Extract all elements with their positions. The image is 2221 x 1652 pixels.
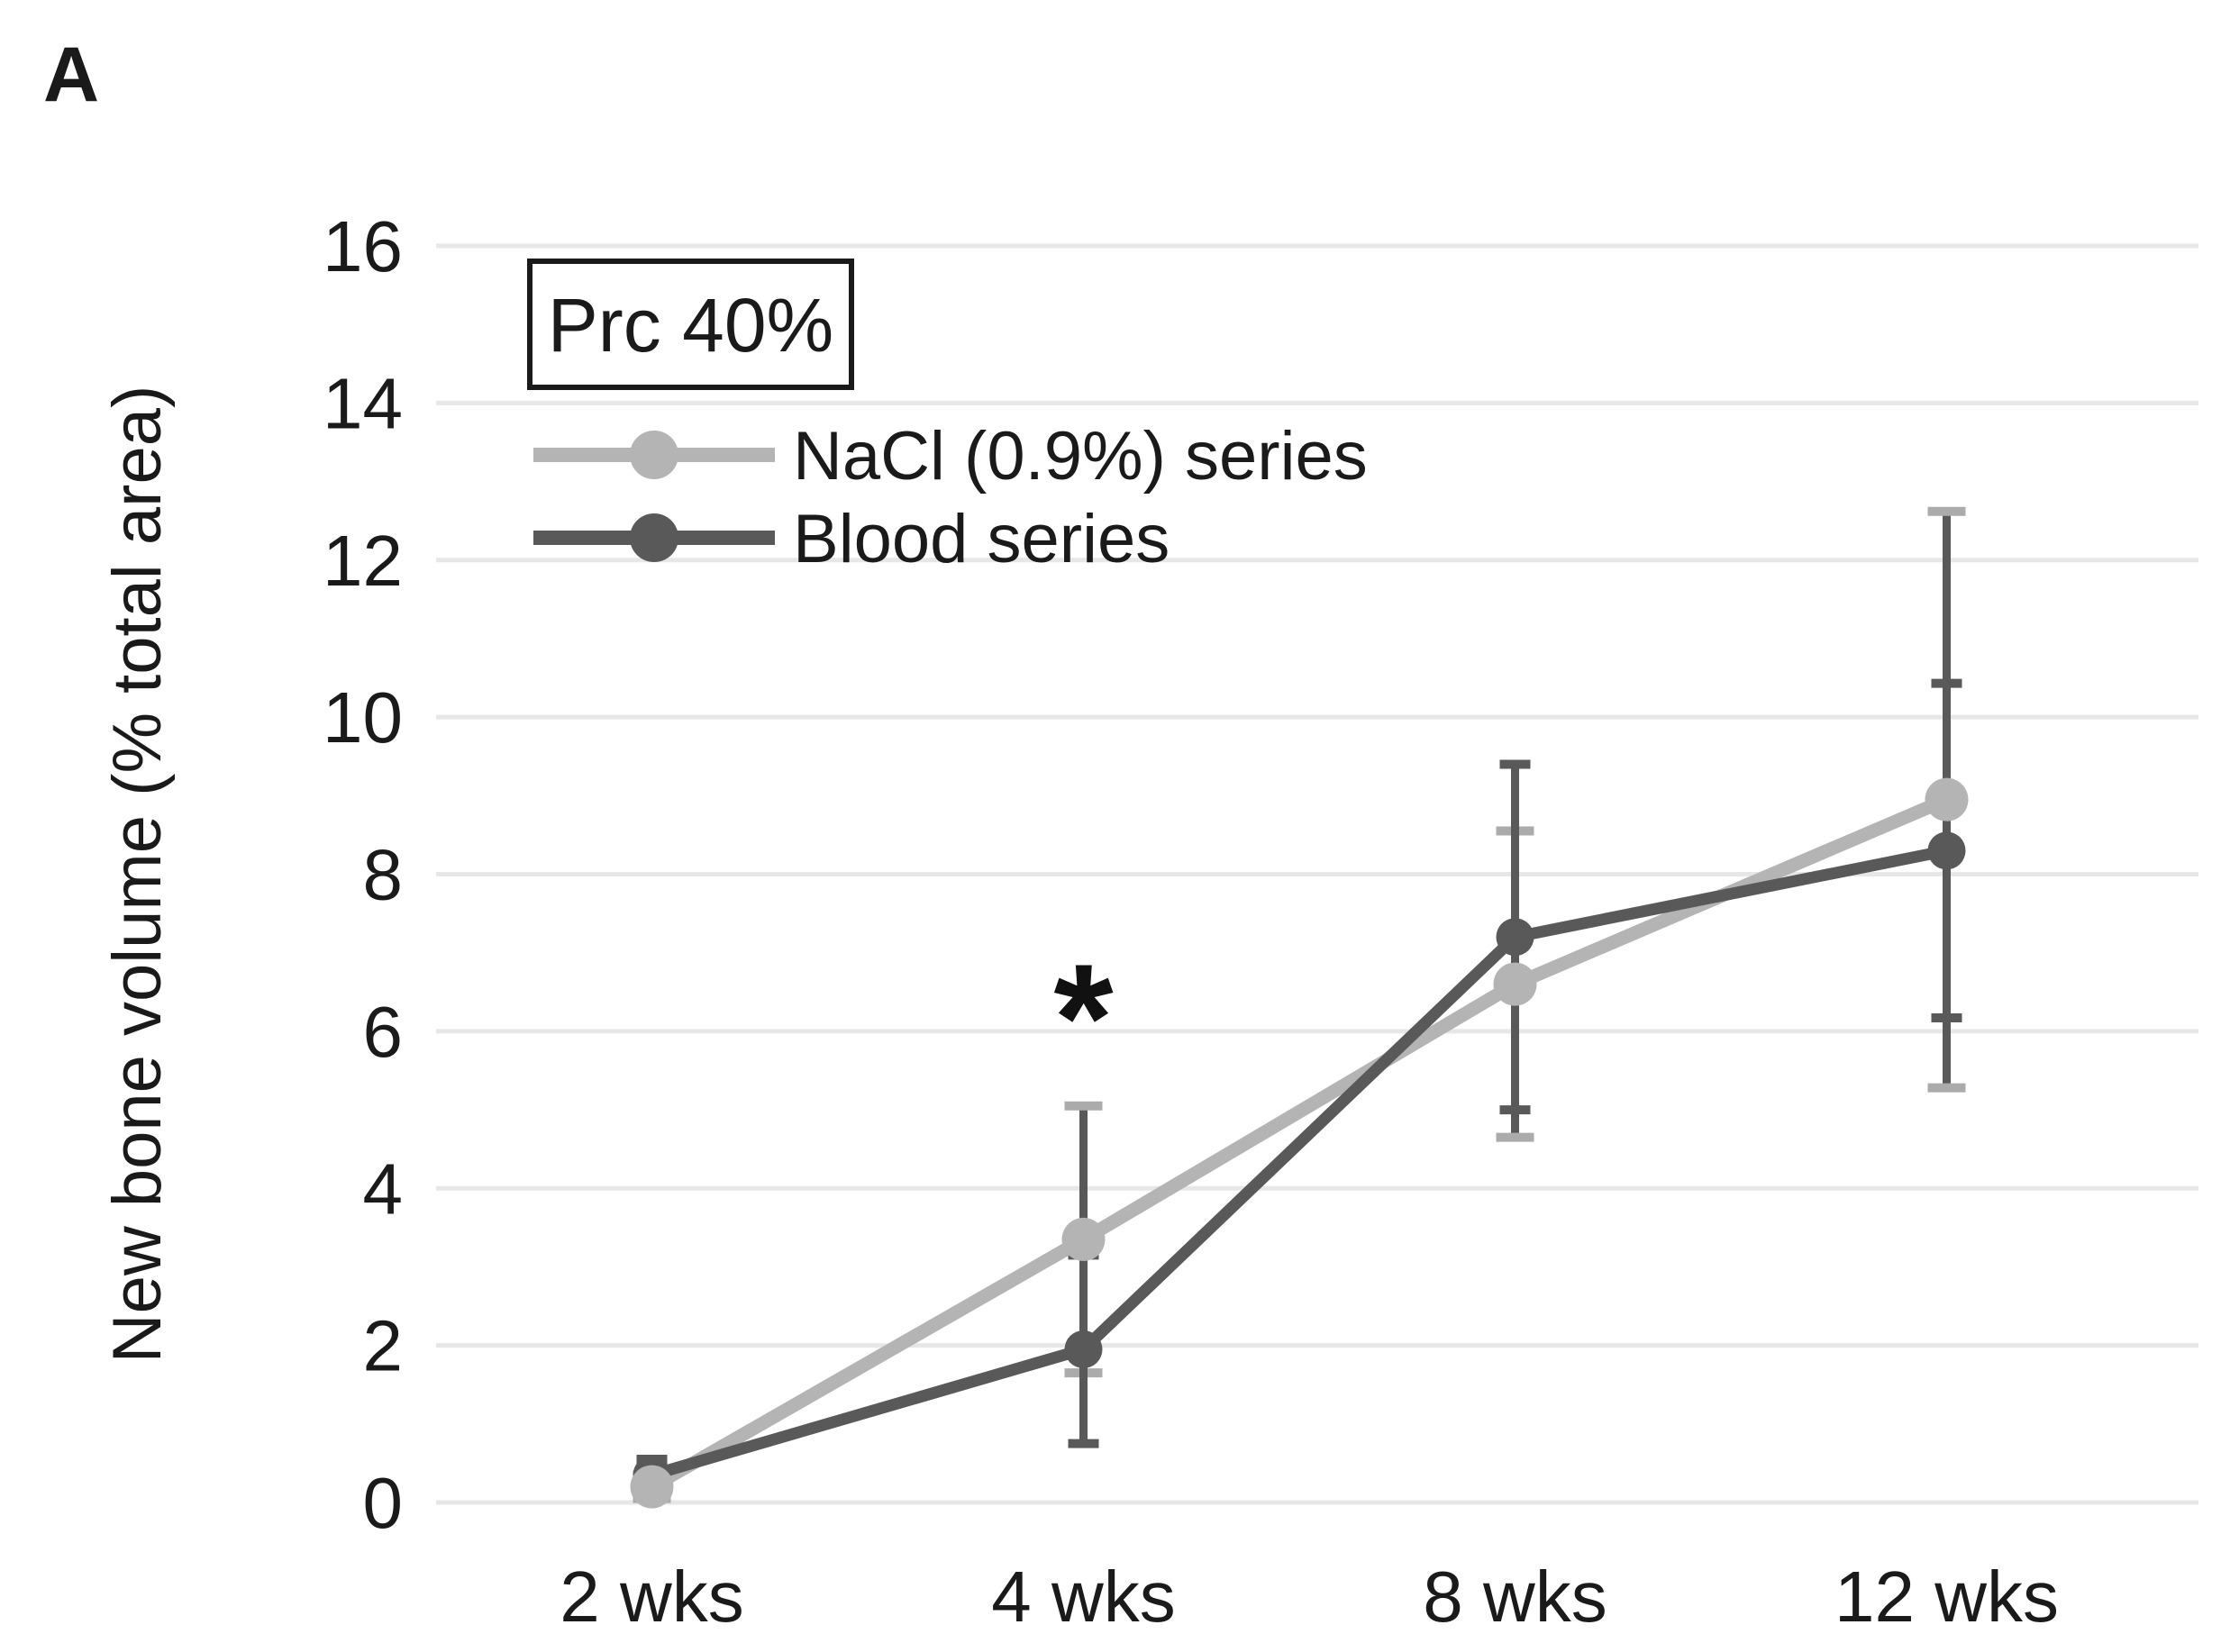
y-axis-title: New bone volume (% total area) (99, 386, 176, 1364)
y-tick-label: 4 (363, 1148, 404, 1229)
panel-label: A (43, 32, 100, 118)
y-tick-label: 12 (323, 521, 403, 601)
y-tick-label: 10 (323, 677, 403, 758)
y-tick-label: 16 (323, 206, 403, 286)
x-tick-label: 4 wks (991, 1557, 1176, 1637)
data-point-marker (1493, 962, 1537, 1006)
legend-label: NaCl (0.9%) series (793, 418, 1368, 495)
series-line (650, 844, 1948, 1481)
y-tick-label: 0 (363, 1463, 404, 1543)
y-tick-label: 2 (363, 1306, 404, 1386)
legend-label: Blood series (793, 501, 1170, 577)
y-tick-label: 6 (363, 992, 404, 1072)
significance-asterisk: * (1053, 932, 1113, 1103)
data-point-marker (1061, 1217, 1106, 1261)
legend-marker-swatch (630, 431, 678, 479)
x-tick-label: 8 wks (1423, 1557, 1607, 1637)
y-tick-label: 8 (363, 835, 404, 915)
data-point-marker (1064, 1330, 1103, 1368)
data-point-marker (630, 1465, 674, 1509)
chart-title-box (527, 259, 854, 390)
data-point-marker (1925, 777, 1969, 821)
x-tick-label: 2 wks (560, 1557, 744, 1637)
y-tick-label: 14 (323, 363, 403, 443)
x-tick-label: 12 wks (1834, 1557, 2059, 1637)
chart-title: Prc 40% (548, 283, 833, 368)
legend-marker-swatch (630, 513, 678, 562)
data-point-marker (1496, 918, 1534, 957)
data-point-marker (1927, 831, 1966, 870)
